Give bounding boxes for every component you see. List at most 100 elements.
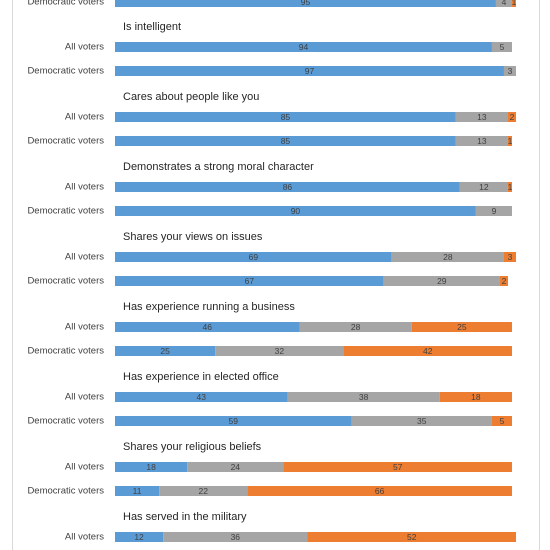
row-label: All voters bbox=[65, 252, 104, 263]
value-label: 29 bbox=[437, 276, 447, 286]
value-label: 85 bbox=[281, 136, 291, 146]
value-label: 25 bbox=[457, 322, 467, 332]
value-label: 67 bbox=[245, 276, 255, 286]
row-label: All voters bbox=[65, 322, 104, 333]
bar-segment bbox=[115, 532, 164, 542]
bar-segment bbox=[115, 182, 460, 192]
bar-segment bbox=[491, 416, 512, 426]
bar-segment bbox=[499, 276, 508, 286]
value-label: 85 bbox=[281, 112, 291, 122]
group-title: Is intelligent bbox=[123, 21, 181, 33]
value-label: 57 bbox=[393, 462, 403, 472]
bar-segment bbox=[115, 462, 188, 472]
value-label: 90 bbox=[291, 206, 301, 216]
bar-segment bbox=[115, 416, 352, 426]
row-label: All voters bbox=[65, 182, 104, 193]
value-label: 43 bbox=[196, 392, 206, 402]
bar-segment bbox=[411, 322, 512, 332]
value-label: 52 bbox=[407, 532, 417, 542]
value-label: 3 bbox=[508, 66, 513, 76]
bar-segment bbox=[159, 486, 248, 496]
row-label: Democratic voters bbox=[27, 206, 104, 217]
bar-segment bbox=[115, 136, 456, 146]
bar-segment bbox=[115, 392, 288, 402]
value-label: 66 bbox=[375, 486, 385, 496]
group-title: Has served in the military bbox=[123, 511, 247, 523]
bar-segment bbox=[351, 416, 492, 426]
bar-segment bbox=[383, 276, 500, 286]
value-label: 38 bbox=[359, 392, 369, 402]
bar-segment bbox=[115, 42, 492, 52]
value-label: 2 bbox=[502, 276, 507, 286]
value-label: 94 bbox=[299, 42, 309, 52]
value-label: 18 bbox=[471, 392, 481, 402]
group-title: Shares your views on issues bbox=[123, 231, 263, 243]
value-label: 28 bbox=[443, 252, 453, 262]
value-label: 86 bbox=[283, 182, 293, 192]
bar-segment bbox=[299, 322, 412, 332]
value-label: 9 bbox=[492, 206, 497, 216]
row-label: Democratic voters bbox=[27, 66, 104, 77]
row-label: Democratic voters bbox=[27, 0, 104, 8]
value-label: 69 bbox=[249, 252, 259, 262]
value-label: 1 bbox=[508, 136, 513, 146]
bar-segment bbox=[307, 532, 516, 542]
bar-segment bbox=[115, 276, 384, 286]
value-label: 22 bbox=[198, 486, 208, 496]
bar-segment bbox=[115, 206, 476, 216]
value-label: 3 bbox=[508, 252, 513, 262]
bar-segment bbox=[439, 392, 512, 402]
row-label: All voters bbox=[65, 462, 104, 473]
bar-segment bbox=[455, 136, 508, 146]
bar-segment bbox=[507, 136, 512, 146]
bar-segment bbox=[115, 252, 392, 262]
value-label: 35 bbox=[417, 416, 427, 426]
bar-segment bbox=[491, 42, 512, 52]
row-label: All voters bbox=[65, 392, 104, 403]
row-label: Democratic voters bbox=[27, 136, 104, 147]
bar-segment bbox=[115, 0, 496, 7]
bar-segment bbox=[503, 66, 516, 76]
value-label: 13 bbox=[477, 136, 487, 146]
value-label: 42 bbox=[423, 346, 433, 356]
row-label: Democratic voters bbox=[27, 486, 104, 497]
value-label: 36 bbox=[231, 532, 241, 542]
bar-segment bbox=[115, 346, 216, 356]
bar-segment bbox=[503, 252, 516, 262]
frame bbox=[12, 0, 540, 550]
row-label: Democratic voters bbox=[27, 416, 104, 427]
value-label: 18 bbox=[146, 462, 156, 472]
group-title: Demonstrates a strong moral character bbox=[123, 161, 314, 173]
bar-segment bbox=[163, 532, 308, 542]
value-label: 24 bbox=[231, 462, 241, 472]
bar-segment bbox=[115, 486, 160, 496]
value-label: 1 bbox=[512, 0, 517, 7]
row-label: Democratic voters bbox=[27, 276, 104, 287]
bar-segment bbox=[283, 462, 512, 472]
bar-segment bbox=[495, 0, 512, 7]
value-label: 5 bbox=[500, 416, 505, 426]
value-label: 25 bbox=[160, 346, 170, 356]
bar-segment bbox=[391, 252, 504, 262]
row-label: All voters bbox=[65, 532, 104, 543]
bar-segment bbox=[215, 346, 344, 356]
value-label: 12 bbox=[134, 532, 144, 542]
value-label: 2 bbox=[510, 112, 515, 122]
value-label: 46 bbox=[202, 322, 212, 332]
bar-segment bbox=[247, 486, 512, 496]
bar-segment bbox=[475, 206, 512, 216]
value-label: 5 bbox=[500, 42, 505, 52]
bar-segment bbox=[507, 112, 516, 122]
value-label: 97 bbox=[305, 66, 315, 76]
bar-segment bbox=[459, 182, 508, 192]
value-label: 28 bbox=[351, 322, 361, 332]
bar-segment bbox=[287, 392, 440, 402]
value-label: 32 bbox=[275, 346, 285, 356]
group-title: Has experience in elected office bbox=[123, 371, 279, 383]
value-label: 12 bbox=[479, 182, 489, 192]
row-label: All voters bbox=[65, 112, 104, 123]
bar-segment bbox=[455, 112, 508, 122]
value-label: 4 bbox=[502, 0, 507, 7]
bar-segment bbox=[343, 346, 512, 356]
